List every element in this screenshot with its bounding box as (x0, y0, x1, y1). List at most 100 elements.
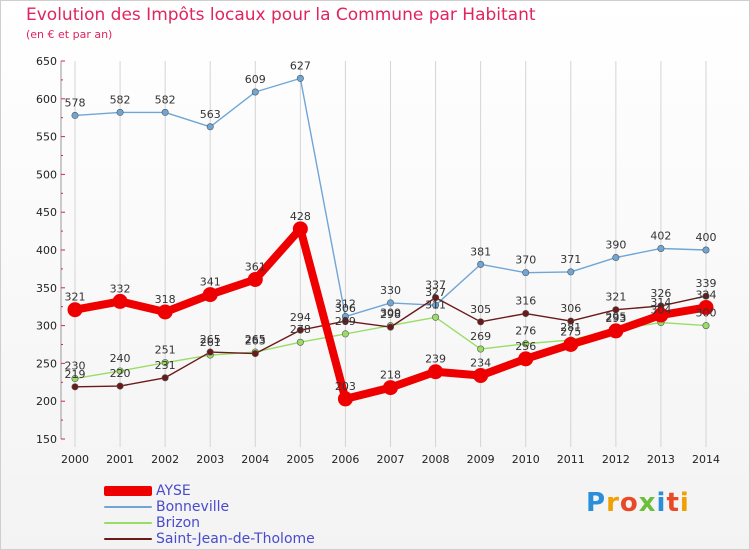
data-point (702, 292, 710, 300)
chart-title: Evolution des Impôts locaux pour la Comm… (26, 5, 536, 25)
data-point (337, 391, 353, 407)
x-tick-label: 2011 (557, 453, 585, 466)
x-tick-label: 2006 (331, 453, 359, 466)
chart-subtitle: (en € et par an) (26, 28, 113, 41)
data-point (428, 364, 444, 380)
data-point (341, 330, 349, 338)
x-tick-label: 2010 (512, 453, 540, 466)
y-tick-label: 450 (36, 206, 57, 219)
data-point (71, 383, 79, 391)
logo-letter: P (586, 488, 607, 518)
legend-label-ayse: AYSE (156, 483, 191, 499)
data-label: 234 (470, 356, 491, 369)
data-point (157, 304, 173, 320)
x-tick-label: 2014 (692, 453, 720, 466)
data-label: 275 (560, 326, 581, 339)
data-label: 261 (200, 336, 221, 349)
data-point (612, 254, 620, 262)
data-label: 219 (65, 368, 86, 381)
data-label: 326 (650, 287, 671, 300)
data-point (567, 268, 575, 276)
data-point (71, 375, 79, 383)
data-label: 402 (650, 229, 671, 242)
data-label: 314 (650, 296, 671, 309)
data-label: 337 (425, 279, 446, 292)
data-point (251, 88, 259, 96)
legend-swatch-brizon (104, 522, 152, 524)
data-label: 578 (65, 96, 86, 109)
data-label: 305 (470, 303, 491, 316)
data-point (698, 299, 714, 315)
y-tick-label: 550 (36, 131, 57, 144)
data-label: 230 (65, 360, 86, 373)
x-tick-label: 2009 (467, 453, 495, 466)
data-point (206, 123, 214, 131)
data-label: 370 (515, 254, 536, 267)
x-tick-label: 2003 (196, 453, 224, 466)
data-point (702, 322, 710, 330)
data-label: 428 (290, 210, 311, 223)
data-label: 361 (245, 260, 266, 273)
data-point (296, 338, 304, 346)
y-tick-label: 600 (36, 93, 57, 106)
data-point (608, 323, 624, 339)
data-point (67, 302, 83, 318)
x-tick-label: 2001 (106, 453, 134, 466)
data-label: 390 (605, 239, 626, 252)
data-point (477, 260, 485, 268)
data-point (341, 317, 349, 325)
data-label: 263 (245, 335, 266, 348)
data-label: 239 (425, 353, 446, 366)
y-tick-label: 650 (36, 55, 57, 68)
data-label: 371 (560, 253, 581, 266)
data-label: 582 (155, 93, 176, 106)
x-tick-label: 2005 (286, 453, 314, 466)
legend-item-brizon: Brizon (104, 515, 200, 531)
data-point (383, 380, 398, 396)
data-label: 295 (605, 310, 626, 323)
data-label: 269 (470, 330, 491, 343)
data-point (702, 246, 710, 254)
data-label: 218 (380, 369, 401, 382)
data-label: 256 (515, 340, 536, 353)
x-tick-label: 2008 (422, 453, 450, 466)
data-label: 306 (335, 302, 356, 315)
data-point (161, 359, 169, 367)
legend-item-ayse: AYSE (104, 483, 191, 499)
logo-letter: t (666, 488, 680, 518)
data-label: 311 (425, 298, 446, 311)
legend-item-bonneville: Bonneville (104, 499, 229, 515)
data-label: 300 (380, 307, 401, 320)
x-tick-label: 2007 (377, 453, 405, 466)
y-tick-label: 200 (36, 395, 57, 408)
logo-letter: i (679, 488, 690, 518)
data-point (116, 382, 124, 390)
data-point (116, 367, 124, 375)
data-label: 240 (110, 352, 131, 365)
data-point (567, 317, 575, 325)
data-label: 324 (696, 288, 717, 301)
data-point (432, 294, 440, 302)
data-point (251, 350, 259, 358)
data-label: 318 (155, 293, 176, 306)
data-label: 289 (335, 315, 356, 328)
data-point (653, 307, 669, 323)
logo-letter: x (638, 488, 657, 518)
data-label: 276 (515, 325, 536, 338)
data-label: 265 (245, 333, 266, 346)
data-label: 609 (245, 73, 266, 86)
x-tick-label: 2002 (151, 453, 179, 466)
data-label: 381 (470, 245, 491, 258)
data-label: 400 (696, 231, 717, 244)
data-point (206, 348, 214, 356)
data-label: 339 (696, 277, 717, 290)
data-label: 281 (560, 321, 581, 334)
data-label: 251 (155, 344, 176, 357)
data-label: 231 (155, 359, 176, 372)
data-label: 265 (200, 333, 221, 346)
data-point (657, 244, 665, 252)
data-point (116, 108, 124, 116)
legend-label-brizon: Brizon (156, 515, 201, 531)
data-label: 330 (380, 284, 401, 297)
